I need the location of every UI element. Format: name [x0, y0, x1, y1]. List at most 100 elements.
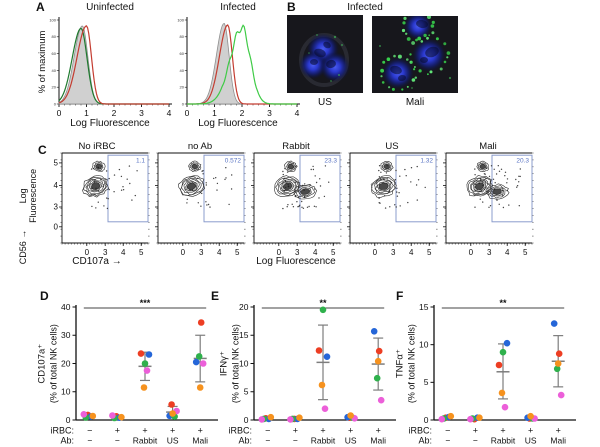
svg-text:20: 20: [52, 85, 57, 90]
svg-text:Ab:: Ab:: [238, 436, 252, 446]
micrograph-mali: [372, 16, 458, 93]
svg-text:30: 30: [61, 330, 71, 340]
panel-c-ylabel: Log Fluorescence: [18, 168, 38, 223]
svg-text:0: 0: [54, 101, 57, 106]
svg-text:0: 0: [181, 248, 186, 257]
svg-text:−: −: [473, 436, 478, 446]
svg-text:2: 2: [112, 108, 117, 118]
svg-text:5: 5: [427, 248, 432, 257]
svg-text:0: 0: [185, 108, 190, 118]
micrograph-us: [287, 15, 363, 93]
panel-e-label: E: [211, 289, 220, 303]
svg-text:3: 3: [139, 108, 144, 118]
flow-plot-2: 0 3 4 5 23.3: [251, 152, 342, 257]
flow-plot-4: 0 3 4 5 20.3: [443, 152, 534, 257]
svg-text:+: +: [348, 426, 353, 436]
svg-text:20: 20: [61, 358, 71, 368]
svg-text:1: 1: [84, 108, 89, 118]
svg-text:15: 15: [419, 302, 429, 312]
hist-uninfected-xlabel: Log Fluorescence: [70, 118, 150, 129]
svg-text:0: 0: [54, 222, 59, 231]
svg-text:10: 10: [419, 339, 429, 349]
svg-text:5: 5: [244, 387, 249, 397]
svg-text:US: US: [525, 436, 537, 446]
svg-text:**: **: [499, 298, 507, 308]
svg-text:4: 4: [505, 248, 510, 257]
panel-c-cd107a-label: CD107a →: [72, 256, 122, 267]
svg-text:−: −: [87, 426, 92, 436]
panel-d-label: D: [40, 289, 49, 303]
panel-b-title: Infected: [347, 2, 383, 13]
panel-c-label: C: [38, 143, 47, 157]
svg-text:60: 60: [52, 51, 57, 56]
svg-text:4: 4: [295, 108, 300, 118]
svg-text:20.3: 20.3: [516, 158, 529, 165]
svg-text:0: 0: [66, 415, 71, 425]
svg-text:15: 15: [239, 330, 249, 340]
svg-text:0: 0: [469, 248, 474, 257]
svg-text:+: +: [556, 426, 561, 436]
svg-text:3: 3: [267, 108, 272, 118]
svg-text:3: 3: [487, 248, 492, 257]
svg-text:3: 3: [103, 248, 108, 257]
svg-text:Mali: Mali: [192, 436, 208, 446]
svg-text:+: +: [293, 426, 298, 436]
svg-text:Mali: Mali: [550, 436, 566, 446]
hist-infected: 0 20 40 60 80 100 0 1 2 3 4: [177, 17, 300, 118]
svg-text:Rabbit: Rabbit: [311, 436, 336, 446]
svg-text:4: 4: [409, 248, 414, 257]
svg-text:Rabbit: Rabbit: [491, 436, 516, 446]
svg-text:−: −: [445, 436, 450, 446]
svg-text:+: +: [528, 426, 533, 436]
svg-text:10: 10: [239, 358, 249, 368]
svg-text:5: 5: [139, 248, 144, 257]
svg-text:−: −: [293, 436, 298, 446]
svg-text:2: 2: [240, 108, 245, 118]
svg-text:−: −: [265, 436, 270, 446]
panel-f-label: F: [396, 289, 404, 303]
flow-plot-3: 0 3 4 5 1.32: [347, 152, 438, 257]
svg-text:0: 0: [424, 415, 429, 425]
svg-text:4: 4: [167, 108, 172, 118]
svg-text:−: −: [265, 426, 270, 436]
svg-text:5: 5: [54, 159, 59, 168]
svg-text:4: 4: [54, 181, 59, 190]
panel-c-xaxis-label: Log Fluorescence: [256, 256, 336, 267]
micrograph-mali-caption: Mali: [405, 97, 425, 108]
svg-text:iRBC:: iRBC:: [408, 426, 432, 436]
svg-text:Rabbit: Rabbit: [133, 436, 158, 446]
svg-text:0: 0: [277, 248, 282, 257]
svg-text:0: 0: [373, 248, 378, 257]
svg-text:**: **: [319, 298, 327, 308]
svg-text:100: 100: [49, 17, 56, 22]
svg-text:+: +: [115, 426, 120, 436]
panel-a-label: A: [36, 0, 45, 14]
svg-text:+: +: [500, 426, 505, 436]
svg-text:60: 60: [180, 51, 185, 56]
svg-text:40: 40: [52, 68, 57, 73]
svg-text:+: +: [376, 426, 381, 436]
svg-text:+: +: [142, 426, 147, 436]
flow-title-2: Rabbit: [282, 141, 310, 152]
svg-text:Ab:: Ab:: [418, 436, 432, 446]
hist-infected-xlabel: Log Fluorescence: [198, 118, 278, 129]
histogram-uninfected-title: Uninfected: [86, 2, 134, 13]
svg-text:23.3: 23.3: [324, 158, 337, 165]
flow-title-1: no Ab: [187, 141, 213, 152]
histogram-infected-title: Infected: [220, 2, 256, 13]
svg-text:US: US: [345, 436, 357, 446]
svg-text:Mali: Mali: [370, 436, 386, 446]
svg-text:0: 0: [244, 415, 249, 425]
svg-text:100: 100: [177, 17, 184, 22]
svg-text:80: 80: [52, 34, 57, 39]
svg-text:+: +: [198, 426, 203, 436]
flow-title-4: Mali: [479, 141, 497, 152]
svg-text:iRBC:: iRBC:: [228, 426, 252, 436]
flow-title-3: US: [385, 141, 399, 152]
svg-text:0: 0: [85, 248, 90, 257]
panel-b-label: B: [287, 0, 296, 14]
